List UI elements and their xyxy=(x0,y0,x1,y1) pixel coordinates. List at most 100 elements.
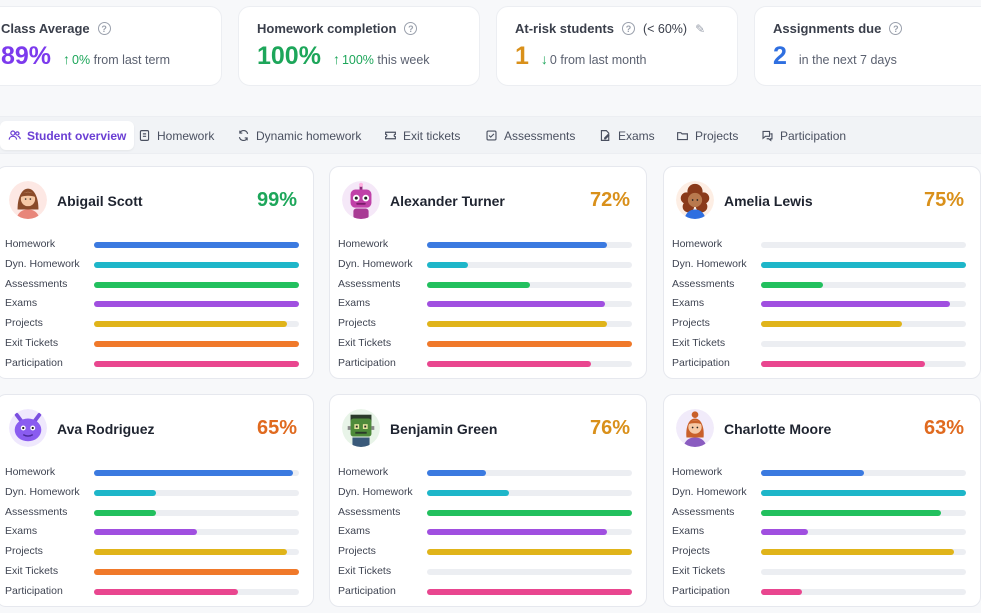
ticket-icon xyxy=(385,131,396,140)
progress-fill xyxy=(427,529,608,536)
metric-row: Participation xyxy=(5,356,299,376)
metric-label: Dyn. Homework xyxy=(338,257,413,270)
progress-track xyxy=(94,470,299,476)
metric-row: Exit Tickets xyxy=(5,564,299,584)
metric-list: Homework Dyn. Homework Assessments Exams Pro… xyxy=(5,237,299,376)
metric-row: Exit Tickets xyxy=(338,336,632,356)
help-icon[interactable]: ? xyxy=(889,22,903,35)
progress-fill xyxy=(427,360,591,367)
metric-label: Assessments xyxy=(5,277,68,290)
progress-fill xyxy=(94,340,299,347)
metric-row: Exams xyxy=(5,524,299,544)
tab-assessments[interactable]: Assessments xyxy=(477,121,583,150)
progress-fill xyxy=(94,588,238,595)
progress-fill xyxy=(427,340,632,347)
stat-title: Homework completion xyxy=(257,21,397,36)
progress-track xyxy=(427,489,632,496)
frank-avatar-icon xyxy=(342,409,380,447)
student-card[interactable]: Amelia Lewis 75% Homework Dyn. Homework Asse… xyxy=(663,166,981,379)
metric-label: Projects xyxy=(5,545,43,558)
metric-label: Exit Tickets xyxy=(672,336,726,349)
progress-fill xyxy=(427,321,608,328)
student-card-header: Abigail Scott 99% xyxy=(9,181,297,221)
progress-track xyxy=(427,281,632,288)
stat-value: 2 xyxy=(773,42,787,70)
metric-list: Homework Dyn. Homework Assessments Exams Pro… xyxy=(338,237,632,376)
metric-row: Dyn. Homework xyxy=(672,257,966,277)
metric-row: Exams xyxy=(672,524,966,544)
tab-homework[interactable]: Homework xyxy=(130,121,222,150)
metric-label: Projects xyxy=(338,545,376,558)
metric-row: Exams xyxy=(672,296,966,316)
metric-row: Homework xyxy=(338,465,632,485)
metric-row: Dyn. Homework xyxy=(338,485,632,505)
help-icon[interactable]: ? xyxy=(621,22,635,35)
progress-track xyxy=(427,242,632,248)
student-score: 75% xyxy=(923,189,964,211)
stat-value: 100% xyxy=(257,42,321,70)
pen-icon xyxy=(600,130,610,141)
metric-row: Homework xyxy=(672,237,966,257)
student-card[interactable]: Charlotte Moore 63% Homework Dyn. Homework A… xyxy=(663,394,981,607)
tab-exit-tickets[interactable]: Exit tickets xyxy=(376,121,468,150)
progress-fill xyxy=(427,470,487,476)
progress-fill xyxy=(761,529,809,536)
student-card[interactable]: Abigail Scott 99% Homework Dyn. Homework Ass… xyxy=(0,166,314,379)
help-icon[interactable]: ? xyxy=(97,22,111,35)
progress-track xyxy=(761,470,966,476)
stat-card-class-average: Class Average? 89% ↑ 0% from last term xyxy=(0,6,222,86)
curly-girl-avatar-icon xyxy=(676,181,714,219)
progress-fill xyxy=(94,489,156,496)
metric-label: Participation xyxy=(338,584,396,597)
student-score: 63% xyxy=(923,417,964,439)
progress-fill xyxy=(427,588,632,595)
progress-fill xyxy=(761,588,802,595)
progress-track xyxy=(427,509,632,516)
metric-label: Projects xyxy=(672,317,710,330)
metric-label: Dyn. Homework xyxy=(672,485,747,498)
progress-track xyxy=(94,261,299,268)
student-card-header: Ava Rodriguez 65% xyxy=(9,409,297,449)
progress-track xyxy=(427,549,632,556)
notebook-icon xyxy=(139,130,150,141)
stat-title: Class Average xyxy=(1,21,90,36)
metric-row: Assessments xyxy=(672,505,966,525)
student-card[interactable]: Ava Rodriguez 65% Homework Dyn. Homework Ass… xyxy=(0,394,314,607)
metric-row: Participation xyxy=(338,584,632,604)
progress-track xyxy=(761,568,966,575)
tab-participation[interactable]: Participation xyxy=(753,121,854,150)
metric-label: Participation xyxy=(5,584,63,597)
progress-fill xyxy=(94,261,299,268)
metric-label: Assessments xyxy=(338,277,401,290)
metric-label: Exams xyxy=(672,525,705,538)
progress-track xyxy=(427,301,632,308)
metric-row: Projects xyxy=(338,544,632,564)
metric-label: Dyn. Homework xyxy=(672,257,747,270)
metric-label: Homework xyxy=(672,238,723,250)
metric-list: Homework Dyn. Homework Assessments Exams Pro… xyxy=(5,465,299,604)
metric-row: Participation xyxy=(672,584,966,604)
metric-row: Projects xyxy=(338,316,632,336)
tab-dynamic-homework[interactable]: Dynamic homework xyxy=(229,121,369,150)
arrow-down-icon: ↓ xyxy=(540,51,548,67)
tab-student-overview[interactable]: Student overview xyxy=(0,121,135,150)
student-card[interactable]: Alexander Turner 72% Homework Dyn. Homework… xyxy=(329,166,647,379)
metric-row: Projects xyxy=(5,316,299,336)
redhead-avatar-icon xyxy=(676,409,714,447)
progress-track xyxy=(94,588,299,595)
edit-pencil-icon[interactable]: ✎ xyxy=(695,21,706,36)
progress-track xyxy=(427,529,632,536)
tab-exams[interactable]: Exams xyxy=(591,121,663,150)
metric-row: Dyn. Homework xyxy=(672,485,966,505)
metric-label: Dyn. Homework xyxy=(5,257,80,270)
metric-row: Homework xyxy=(672,465,966,485)
metric-label: Participation xyxy=(672,584,730,597)
progress-track xyxy=(94,281,299,288)
progress-fill xyxy=(94,242,299,248)
progress-track xyxy=(94,509,299,516)
student-card[interactable]: Benjamin Green 76% Homework Dyn. Homework As… xyxy=(329,394,647,607)
help-icon[interactable]: ? xyxy=(404,22,418,35)
progress-fill xyxy=(427,549,632,556)
progress-track xyxy=(761,549,966,556)
tab-projects[interactable]: Projects xyxy=(668,121,746,150)
